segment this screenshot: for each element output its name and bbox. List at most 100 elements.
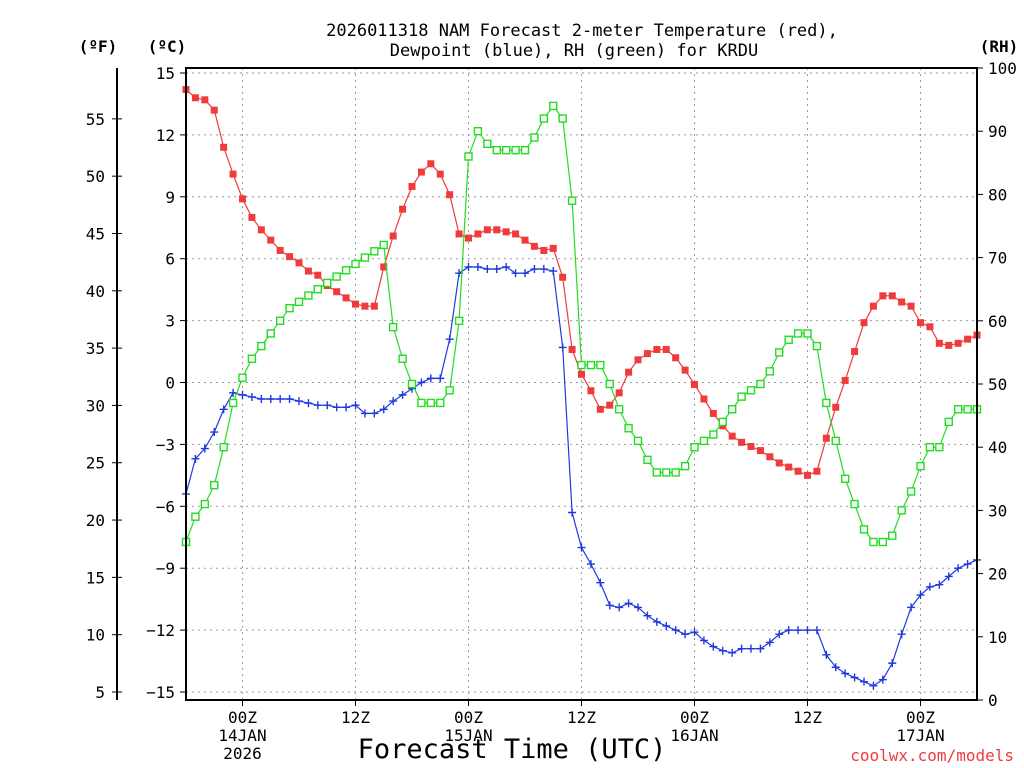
relative-humidity-point	[360, 253, 370, 262]
celsius-tick-label: −3	[156, 435, 175, 454]
2-meter-dewpoint-point	[483, 265, 492, 274]
2-meter-dewpoint-point	[812, 626, 821, 635]
year-tick-label: 2026	[223, 744, 262, 763]
2-meter-dewpoint-point	[954, 564, 963, 573]
celsius-axis-label: (ºC)	[148, 37, 187, 56]
2-meter-dewpoint-point	[925, 582, 934, 591]
2-meter-temperature-point	[286, 253, 294, 261]
2-meter-dewpoint-point	[803, 626, 812, 635]
2-meter-dewpoint-point	[794, 626, 803, 635]
fahrenheit-tick-label: 45	[86, 224, 105, 243]
2-meter-dewpoint-point	[615, 603, 624, 612]
2-meter-dewpoint-point	[445, 335, 454, 344]
2-meter-temperature-point	[625, 368, 633, 376]
relative-humidity-point	[878, 537, 888, 547]
2-meter-temperature-point	[427, 160, 435, 168]
fahrenheit-axis-label: (ºF)	[79, 37, 118, 56]
relative-humidity-point	[596, 360, 605, 370]
2-meter-dewpoint-point	[464, 262, 473, 271]
2-meter-temperature-point	[446, 191, 454, 199]
credit-text: coolwx.com/models	[850, 746, 1014, 765]
2-meter-temperature-point	[342, 294, 350, 302]
2-meter-temperature-point	[559, 273, 567, 281]
2-meter-temperature-point	[596, 405, 604, 413]
2-meter-dewpoint-point	[417, 378, 426, 387]
relative-humidity-point	[690, 443, 699, 452]
relative-humidity-point	[765, 367, 775, 376]
date-tick-label: 17JAN	[896, 726, 944, 745]
relative-humidity-point	[520, 145, 530, 155]
2-meter-dewpoint-point	[690, 628, 699, 637]
2-meter-dewpoint-point	[568, 508, 577, 517]
relative-humidity-point	[812, 341, 822, 351]
2-meter-dewpoint-point	[285, 395, 294, 404]
2-meter-temperature-point	[606, 401, 614, 409]
2-meter-dewpoint-point	[304, 399, 313, 408]
time-tick-label: 12Z	[341, 708, 370, 727]
2-meter-temperature-point	[822, 434, 830, 442]
relative-humidity-point	[784, 335, 793, 344]
2-meter-temperature-point	[474, 230, 482, 238]
rh-tick-label: 40	[988, 438, 1007, 457]
2-meter-dewpoint-point	[247, 392, 256, 401]
fahrenheit-tick-label: 35	[86, 339, 105, 358]
2-meter-dewpoint-point	[822, 650, 831, 659]
2-meter-dewpoint-point	[379, 405, 388, 414]
x-axis-label: Forecast Time (UTC)	[358, 734, 667, 765]
relative-humidity-point	[370, 247, 379, 256]
time-tick-label: 00Z	[454, 708, 483, 727]
2-meter-temperature-point	[832, 403, 840, 411]
relative-humidity-point	[304, 291, 313, 300]
relative-humidity-point	[944, 417, 953, 427]
fahrenheit-tick-label: 30	[86, 396, 105, 415]
2-meter-dewpoint-point	[634, 603, 642, 612]
2-meter-dewpoint-point	[200, 444, 209, 453]
2-meter-dewpoint-point	[944, 572, 953, 581]
2-meter-temperature-point	[493, 226, 501, 234]
relative-humidity-point	[210, 480, 219, 490]
2-meter-dewpoint-point	[521, 269, 529, 278]
2-meter-dewpoint-point	[897, 630, 906, 639]
2-meter-temperature-point	[747, 442, 755, 450]
2-meter-dewpoint-point	[426, 374, 435, 383]
relative-humidity-point	[840, 474, 850, 483]
2-meter-dewpoint-point	[276, 395, 285, 404]
2-meter-dewpoint-point	[869, 681, 878, 690]
2-meter-temperature-point	[370, 302, 378, 310]
2-meter-temperature-point	[201, 96, 209, 104]
2-meter-temperature-point	[804, 471, 811, 479]
fahrenheit-tick-label: 10	[86, 626, 105, 645]
2-meter-temperature-point	[540, 246, 548, 254]
2-meter-temperature-point	[691, 381, 698, 389]
2-meter-dewpoint-point	[360, 409, 369, 418]
2-meter-temperature-point	[314, 271, 322, 279]
2-meter-dewpoint-point	[756, 644, 765, 653]
time-tick-label: 12Z	[793, 708, 822, 727]
rh-tick-label: 70	[988, 249, 1007, 268]
fahrenheit-tick-label: 50	[86, 167, 105, 186]
2-meter-temperature-point	[926, 323, 934, 331]
relative-humidity-point	[633, 436, 643, 446]
2-meter-temperature-point	[455, 230, 463, 238]
relative-humidity-point	[398, 354, 407, 363]
2-meter-temperature-point	[728, 432, 736, 440]
relative-humidity-point	[963, 405, 972, 414]
2-meter-temperature-point	[389, 232, 397, 240]
2-meter-dewpoint-point	[229, 388, 238, 397]
date-tick-label: 14JAN	[218, 726, 266, 745]
2-meter-temperature-point	[662, 345, 670, 353]
2-meter-temperature-point	[945, 341, 953, 349]
2-meter-temperature-point	[483, 226, 491, 234]
2-meter-dewpoint-point	[878, 675, 887, 684]
2-meter-dewpoint-point	[295, 397, 303, 406]
relative-humidity-point	[558, 114, 567, 123]
2-meter-temperature-point	[935, 339, 943, 347]
2-meter-dewpoint-point	[718, 646, 727, 655]
2-meter-temperature-point	[276, 246, 284, 254]
2-meter-temperature-point	[841, 376, 849, 384]
relative-humidity-point	[586, 360, 596, 370]
2-meter-temperature-point	[917, 319, 924, 327]
2-meter-temperature-point	[380, 263, 388, 271]
celsius-tick-label: −9	[156, 559, 175, 578]
